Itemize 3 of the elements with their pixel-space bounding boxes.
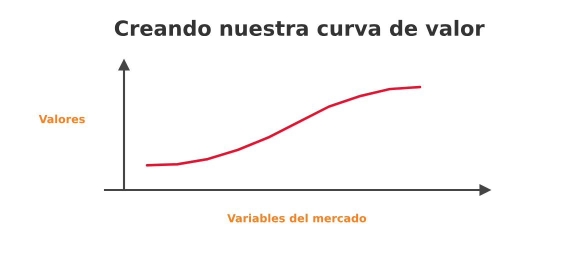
y-axis-title: Valores (38, 114, 85, 124)
chart-title: Creando nuestra curva de valor (114, 20, 485, 36)
x-axis-title: Variables del mercado (227, 214, 366, 222)
